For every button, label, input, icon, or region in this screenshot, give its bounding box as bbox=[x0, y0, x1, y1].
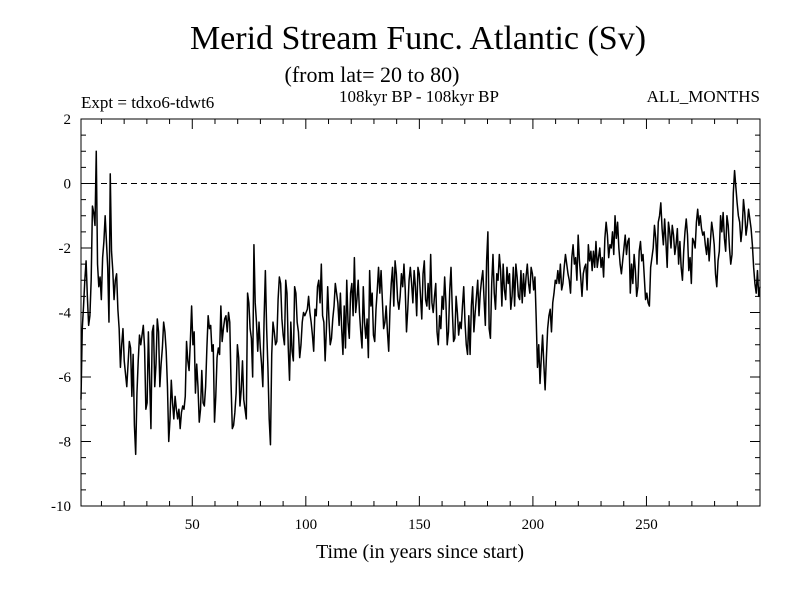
x-tick-label: 100 bbox=[295, 517, 318, 533]
x-tick-label: 150 bbox=[408, 517, 431, 533]
series-line bbox=[80, 150, 761, 456]
y-tick-label: 2 bbox=[64, 112, 72, 128]
y-tick-label: -8 bbox=[59, 435, 72, 451]
y-tick-label: -10 bbox=[51, 499, 71, 515]
y-tick-label: -2 bbox=[59, 241, 72, 257]
chart-title: Merid Stream Func. Atlantic (Sv) bbox=[190, 20, 646, 57]
y-axis: -10 -8 -6 -4 -2 0 2 bbox=[51, 112, 760, 515]
x-tick-label: 50 bbox=[185, 517, 200, 533]
y-tick-label: -4 bbox=[59, 306, 72, 322]
y-tick-label: 0 bbox=[64, 177, 72, 193]
period-label: 108kyr BP - 108kyr BP bbox=[339, 87, 499, 106]
y-tick-label: -6 bbox=[59, 370, 72, 386]
x-tick-label: 200 bbox=[522, 517, 545, 533]
chart-subtitle: (from lat= 20 to 80) bbox=[285, 62, 460, 87]
x-axis: 50 100 150 200 250 bbox=[100, 119, 761, 533]
x-tick-label: 250 bbox=[635, 517, 658, 533]
plot-frame bbox=[80, 118, 761, 507]
experiment-label: Expt = tdxo6-tdwt6 bbox=[81, 93, 214, 112]
months-label: ALL_MONTHS bbox=[647, 87, 760, 106]
x-axis-label: Time (in years since start) bbox=[316, 541, 524, 563]
